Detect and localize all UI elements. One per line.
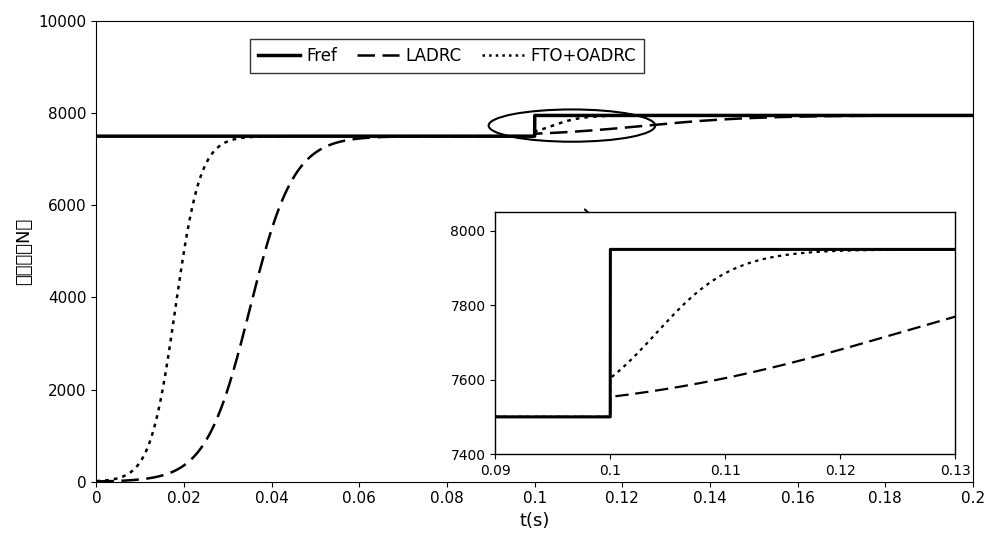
Fref <box>718 112 730 119</box>
LADRC <box>90 478 102 485</box>
FTO+OADRC <box>967 112 979 119</box>
LADRC <box>653 121 665 128</box>
LADRC <box>967 112 979 119</box>
X-axis label: t(s): t(s) <box>519 512 550 530</box>
FTO+OADRC <box>718 112 730 119</box>
Fref <box>910 112 922 119</box>
FTO+OADRC <box>621 112 633 119</box>
LADRC <box>910 112 922 119</box>
Legend: Fref, LADRC, FTO+OADRC: Fref, LADRC, FTO+OADRC <box>250 39 644 73</box>
FTO+OADRC <box>653 112 665 119</box>
Line: FTO+OADRC: FTO+OADRC <box>96 116 973 481</box>
Line: Fref: Fref <box>96 116 973 136</box>
LADRC <box>621 124 633 131</box>
FTO+OADRC <box>90 478 102 485</box>
Y-axis label: 制车力（N）: 制车力（N） <box>15 218 33 285</box>
Fref <box>621 112 633 119</box>
Fref <box>90 133 102 140</box>
LADRC <box>718 116 730 123</box>
FTO+OADRC <box>910 112 922 119</box>
FTO+OADRC <box>505 133 517 140</box>
LADRC <box>505 133 517 140</box>
Fref <box>505 133 517 140</box>
FTO+OADRC <box>309 133 321 140</box>
Line: LADRC: LADRC <box>96 116 973 481</box>
Fref <box>653 112 665 119</box>
Fref <box>967 112 979 119</box>
Fref <box>309 133 321 140</box>
FTO+OADRC <box>967 112 979 119</box>
Fref <box>529 112 541 119</box>
LADRC <box>309 150 321 156</box>
